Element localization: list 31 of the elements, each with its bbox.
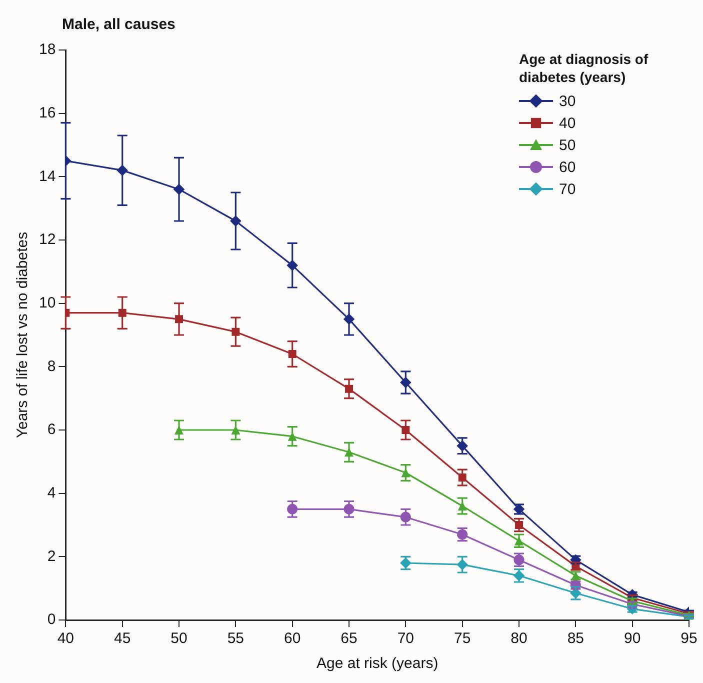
y-tick-label: 2 [47,548,56,565]
y-tick-label: 0 [47,611,56,628]
y-tick-label: 14 [38,168,56,185]
x-tick-label: 60 [284,630,301,648]
x-tick-label: 90 [624,630,641,648]
chart-title: Male, all causes [62,16,176,33]
x-tick-label: 95 [680,630,698,648]
x-tick-label: 75 [454,630,471,648]
y-tick-label: 12 [38,231,56,248]
y-tick-label: 16 [38,104,56,122]
y-tick-label: 6 [47,421,56,438]
x-tick-label: 55 [227,630,244,648]
x-tick-label: 40 [57,630,74,648]
x-tick-label: 65 [340,630,358,648]
y-tick-label: 4 [47,484,56,502]
x-tick-label: 70 [397,630,414,648]
x-axis-title: Age at risk (years) [316,655,438,672]
y-tick-label: 10 [38,294,56,312]
x-tick-label: 85 [567,630,584,648]
x-tick-label: 80 [510,630,528,648]
legend-label: 50 [559,136,576,154]
x-tick-label: 45 [114,630,131,648]
legend-title: Age at diagnosis of diabetes (years) [519,50,650,86]
legend-label: 60 [559,158,576,176]
legend-label: 70 [559,180,576,198]
x-tick-label: 50 [170,630,188,648]
y-axis-title: Years of life lost vs no diabetes [14,232,32,438]
legend-label: 30 [559,92,576,110]
legend-label: 40 [559,114,576,132]
y-tick-label: 18 [38,41,56,58]
y-tick-label: 8 [47,358,56,375]
